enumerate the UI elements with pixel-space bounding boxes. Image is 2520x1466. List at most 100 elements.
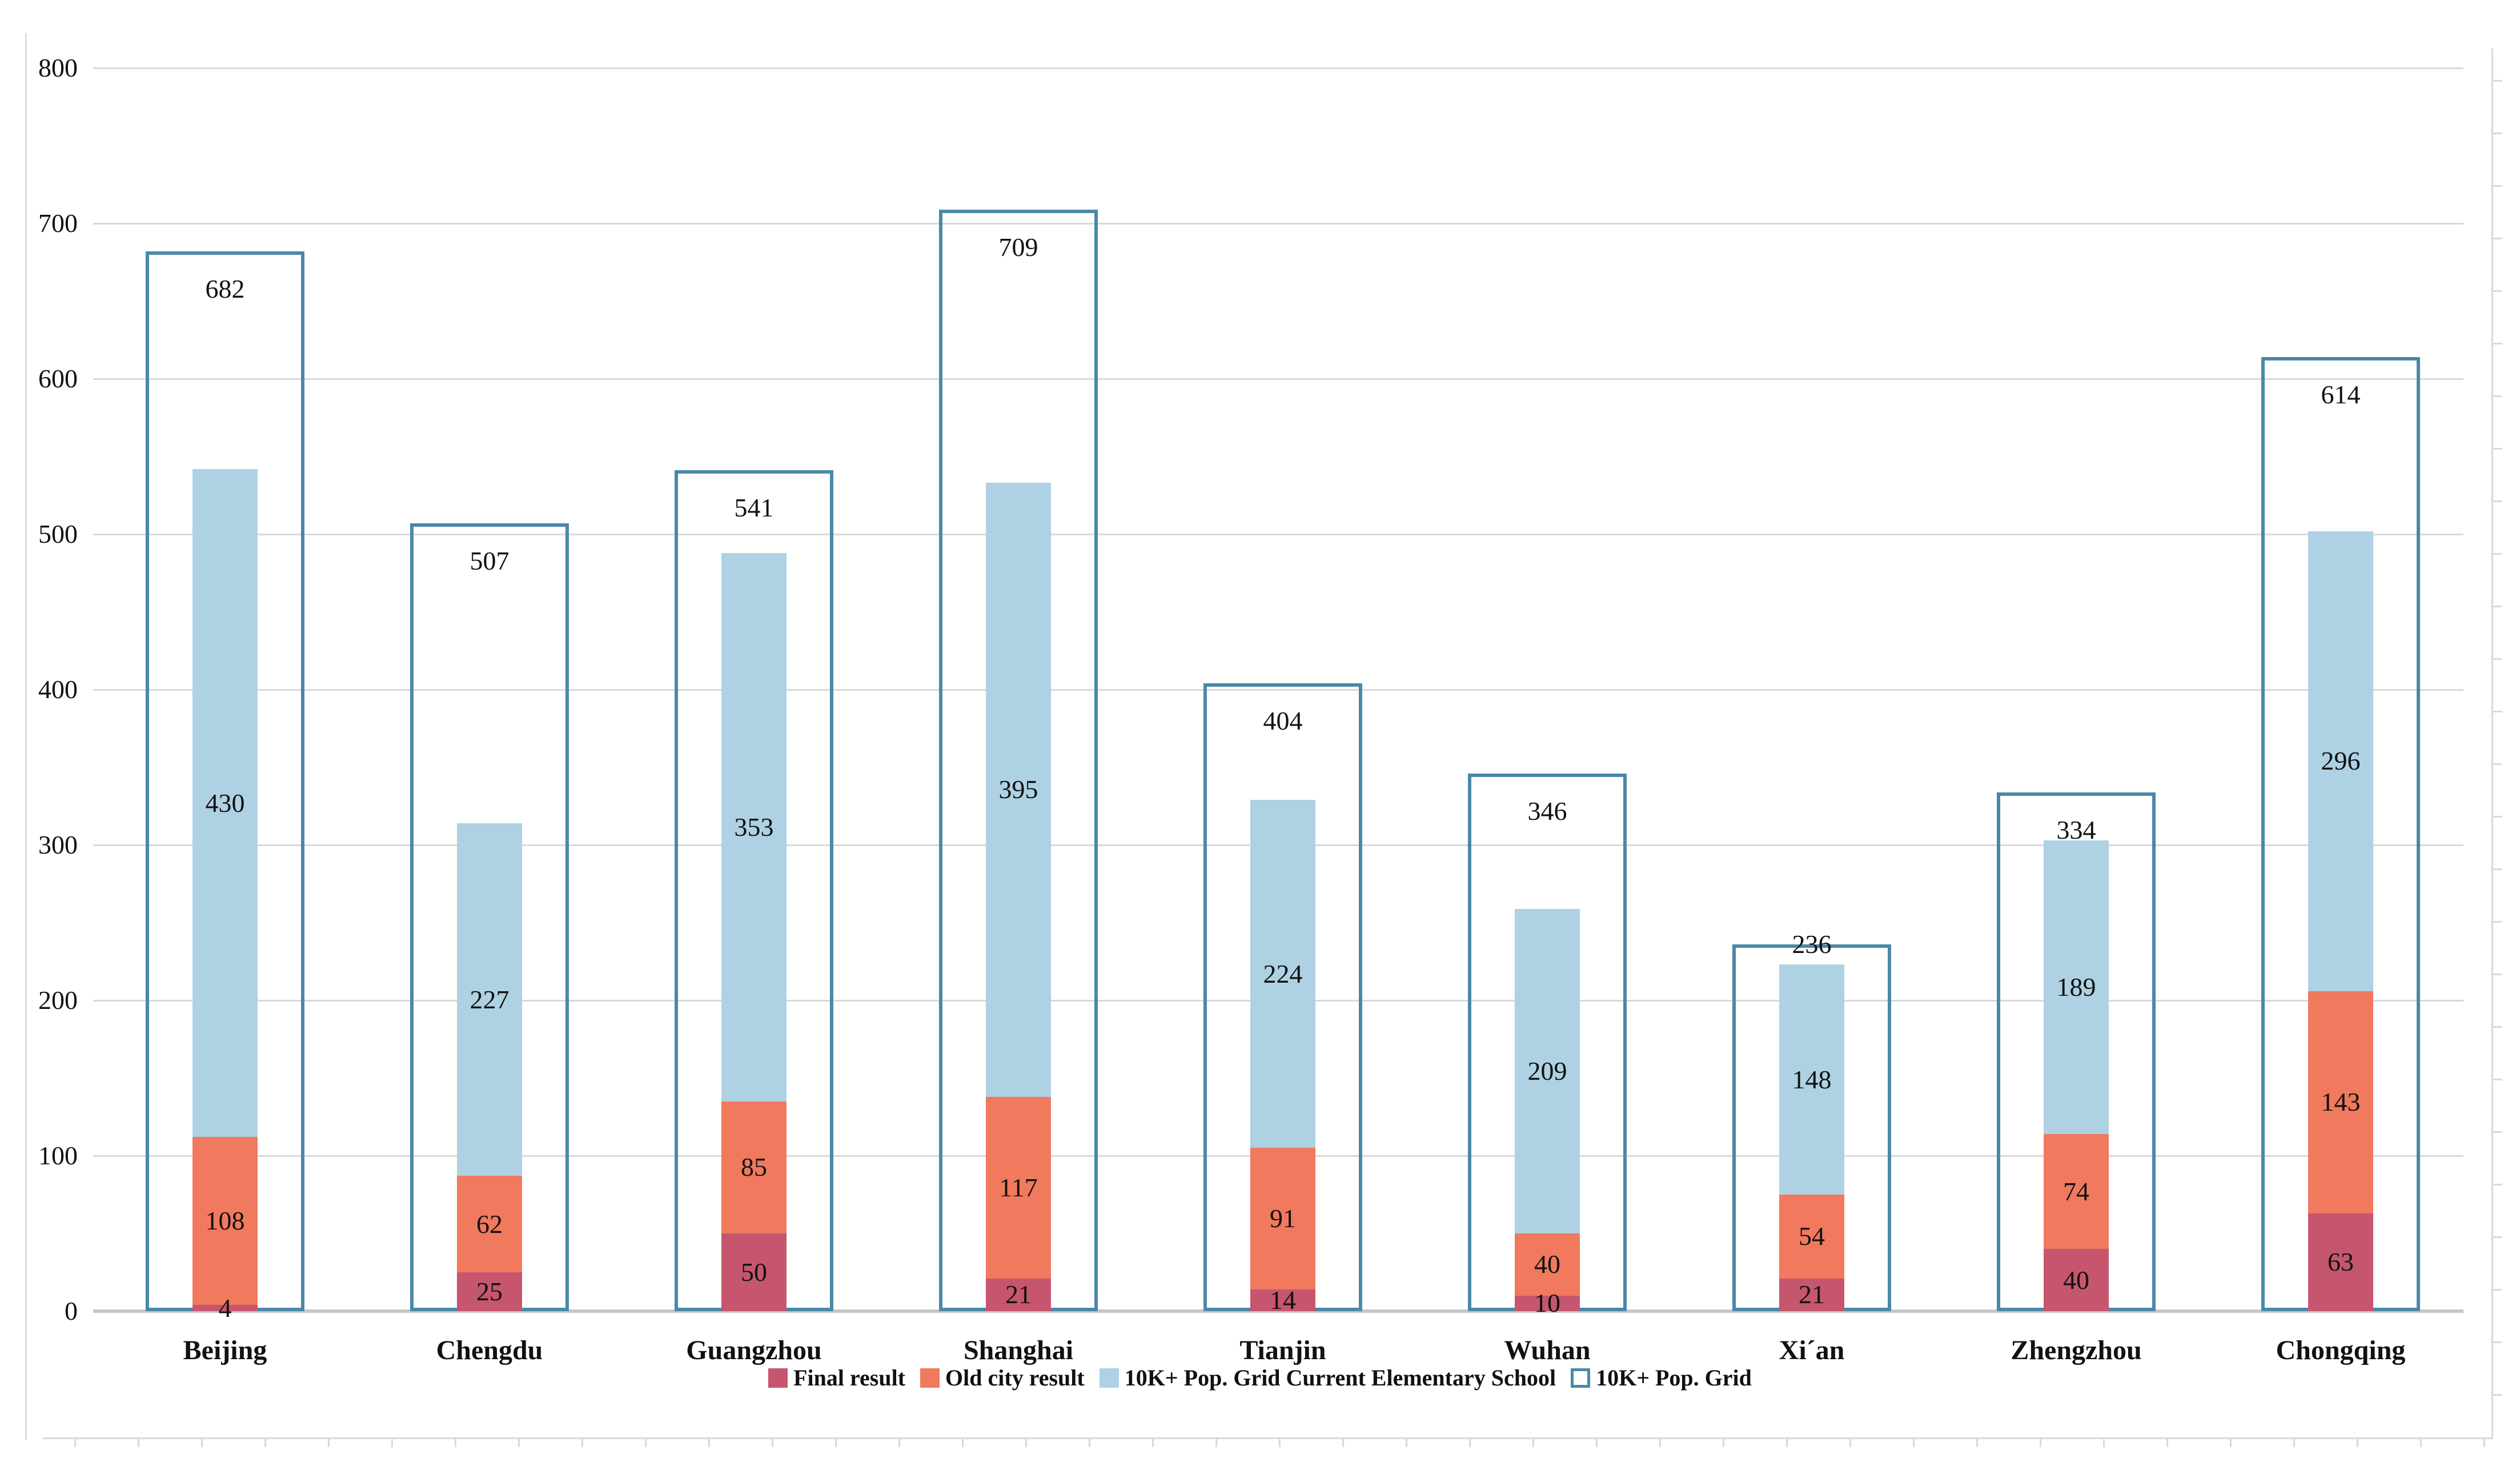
bar-segment-10k-pop-grid-current-elementary-school <box>721 552 787 1101</box>
bar-value-label: 296 <box>2321 746 2361 776</box>
bottom-ruler-tick <box>518 1439 520 1447</box>
bottom-ruler-tick <box>1215 1439 1217 1447</box>
category-label-chongqing: Chongqing <box>2276 1335 2406 1365</box>
bar-value-label: 40 <box>2063 1265 2089 1295</box>
x-axis-line <box>93 1309 2463 1313</box>
legend-swatch-icon <box>1571 1368 1591 1388</box>
right-ruler-tick <box>2493 1079 2502 1080</box>
legend-item: 10K+ Pop. Grid Current Elementary School <box>1099 1364 1556 1392</box>
bottom-ruler-tick <box>835 1439 837 1447</box>
bottom-ruler-tick <box>1596 1439 1598 1447</box>
right-ruler-tick <box>2493 763 2502 765</box>
bar-value-label: 189 <box>2056 972 2096 1002</box>
bottom-ruler-tick <box>2293 1439 2295 1447</box>
right-ruler-tick <box>2493 448 2502 450</box>
bar-value-label: 40 <box>1534 1249 1560 1279</box>
legend-item: 10K+ Pop. Grid <box>1571 1364 1752 1392</box>
bar-value-label-pop-grid: 507 <box>470 546 509 575</box>
bottom-ruler-tick <box>328 1439 330 1447</box>
category-label-wuhan: Wuhan <box>1504 1335 1591 1365</box>
bar-value-label-pop-grid: 334 <box>2056 815 2096 844</box>
bar-segment-10k-pop-grid-current-elementary-school <box>192 468 258 1137</box>
bottom-ruler-tick <box>1342 1439 1344 1447</box>
bar-segment-final-result <box>721 1233 787 1311</box>
right-ruler-tick <box>2493 290 2502 292</box>
right-ruler-tick <box>2493 343 2502 345</box>
bottom-ruler-tick <box>2040 1439 2041 1447</box>
right-ruler-tick <box>2493 868 2502 870</box>
legend-swatch-icon <box>920 1368 940 1388</box>
bar-value-label: 21 <box>1005 1280 1032 1309</box>
category-label-guangzhou: Guangzhou <box>686 1335 822 1365</box>
right-ruler-tick <box>2493 80 2502 82</box>
bar-value-label: 91 <box>1270 1204 1296 1233</box>
y-tick-label: 200 <box>38 986 78 1015</box>
bottom-ruler-tick <box>645 1439 647 1447</box>
bar-segment-old-city-result <box>192 1137 258 1305</box>
bar-value-label: 25 <box>476 1277 503 1306</box>
bottom-ruler-tick <box>1976 1439 1978 1447</box>
bar-segment-final-result <box>1515 1295 1580 1311</box>
right-ruler-tick <box>2493 1236 2502 1238</box>
bottom-ruler-tick <box>2166 1439 2168 1447</box>
bar-segment-old-city-result <box>2044 1133 2109 1249</box>
bar-segment-final-result <box>457 1272 522 1311</box>
bar-value-label-pop-grid: 236 <box>1792 930 1832 959</box>
bar-segment-10k-pop-grid-current-elementary-school <box>2308 531 2373 991</box>
bottom-ruler-tick <box>138 1439 139 1447</box>
bottom-ruler-tick <box>1152 1439 1154 1447</box>
bar-segment-final-result <box>1250 1289 1315 1311</box>
right-ruler-tick <box>2493 606 2502 607</box>
bottom-ruler-tick <box>772 1439 773 1447</box>
category-label-zhengzhou: Zhengzhou <box>2011 1335 2142 1365</box>
bottom-ruler-tick <box>391 1439 393 1447</box>
category-label-tianjin: Tianjin <box>1239 1335 1326 1365</box>
gridline <box>93 67 2463 69</box>
bar-value-label: 395 <box>998 775 1038 804</box>
right-ruler-tick <box>2493 1341 2502 1343</box>
bar-value-label: 227 <box>470 984 509 1014</box>
legend-label: Old city result <box>945 1365 1085 1391</box>
bar-segment-old-city-result <box>1250 1148 1315 1289</box>
bottom-ruler-tick <box>1659 1439 1661 1447</box>
bar-value-label-pop-grid: 404 <box>1263 706 1303 736</box>
y-tick-label: 700 <box>38 209 78 238</box>
bar-segment-10k-pop-grid-current-elementary-school <box>1250 800 1315 1148</box>
legend-label: 10K+ Pop. Grid Current Elementary School <box>1124 1365 1556 1391</box>
bar-segment-10k-pop-grid-current-elementary-school <box>2044 840 2109 1134</box>
bar-segment-10k-pop-grid-current-elementary-school <box>1779 964 1844 1195</box>
bar-value-label: 54 <box>1799 1221 1825 1251</box>
bar-segment-old-city-result <box>986 1096 1051 1279</box>
bottom-ruler-tick <box>962 1439 964 1447</box>
bottom-ruler-tick <box>2230 1439 2232 1447</box>
bar-value-label: 108 <box>205 1206 245 1236</box>
bar-value-label: 14 <box>1270 1285 1296 1315</box>
gridline <box>93 223 2463 225</box>
bottom-ruler-tick <box>264 1439 266 1447</box>
bar-segment-10k-pop-grid-current-elementary-school <box>1515 908 1580 1233</box>
bar-value-label: 353 <box>734 812 774 842</box>
legend: Final result Old city result 10K+ Pop. Gri… <box>0 1364 2520 1392</box>
bar-segment-final-result <box>2044 1249 2109 1311</box>
bar-value-label: 21 <box>1799 1280 1825 1309</box>
legend-swatch-icon <box>768 1368 788 1388</box>
bottom-ruler-tick <box>1532 1439 1534 1447</box>
bottom-ruler-tick <box>1913 1439 1915 1447</box>
category-label-beijing: Beijing <box>183 1335 267 1365</box>
category-label-xi-an: Xi´an <box>1779 1335 1845 1365</box>
bar-value-label: 117 <box>999 1172 1038 1202</box>
legend-item: Final result <box>768 1364 905 1392</box>
bar-value-label: 10 <box>1534 1288 1560 1318</box>
bar-value-label-pop-grid: 614 <box>2321 379 2361 409</box>
bar-value-label-pop-grid: 346 <box>1527 796 1567 826</box>
y-tick-label: 800 <box>38 53 78 82</box>
bar-value-label-pop-grid: 541 <box>734 493 774 523</box>
y-tick-label: 400 <box>38 675 78 704</box>
bar-segment-old-city-result <box>1515 1233 1580 1296</box>
right-ruler-tick <box>2493 1184 2502 1185</box>
bottom-ruler-tick <box>1279 1439 1281 1447</box>
y-tick-label: 300 <box>38 830 78 859</box>
y-tick-label: 100 <box>38 1141 78 1170</box>
bar-segment-final-result <box>1779 1278 1844 1311</box>
